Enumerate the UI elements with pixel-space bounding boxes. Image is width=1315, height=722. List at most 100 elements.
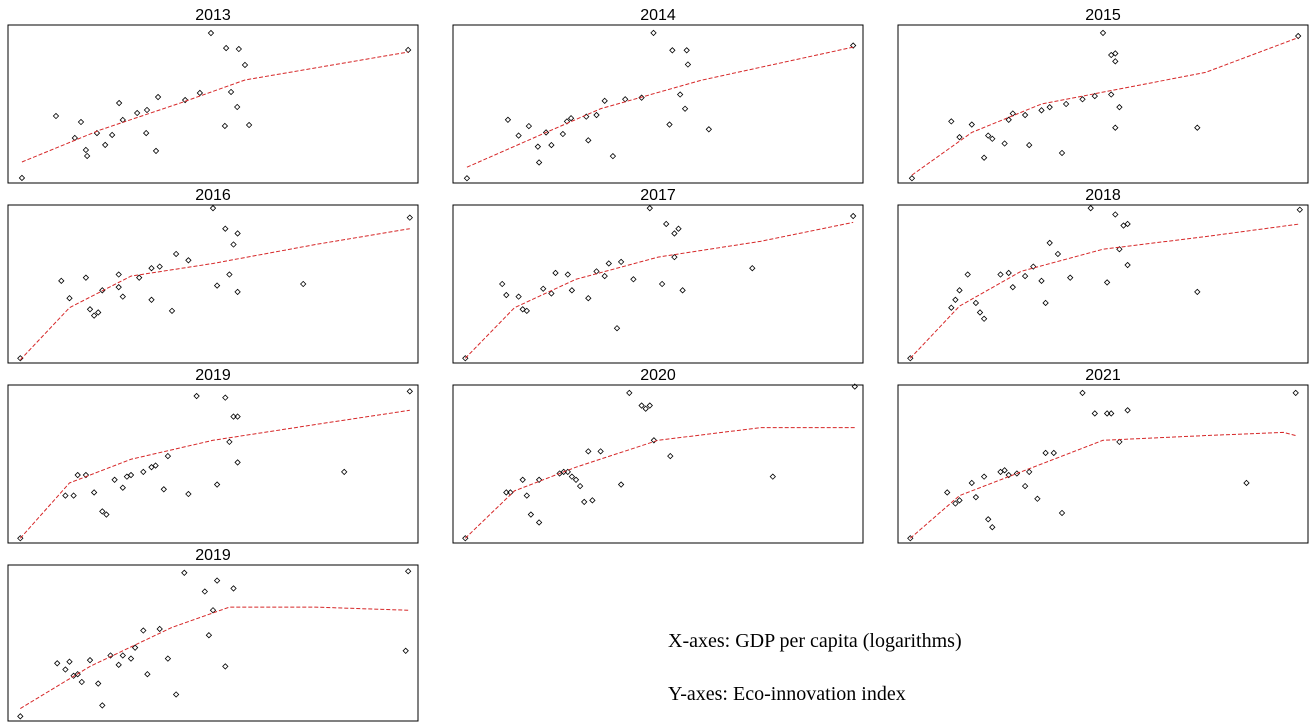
fit-line: [464, 427, 855, 539]
point: [404, 46, 412, 54]
point: [681, 105, 689, 112]
point: [1091, 410, 1098, 417]
point: [172, 250, 180, 258]
panel-title: 2020: [640, 367, 676, 384]
point: [1103, 410, 1111, 417]
point: [193, 392, 200, 400]
point: [133, 109, 141, 117]
point: [851, 383, 858, 390]
point: [209, 204, 217, 212]
point: [1116, 246, 1123, 253]
point: [583, 113, 590, 120]
point: [638, 94, 645, 101]
point: [235, 45, 242, 53]
point: [1001, 140, 1008, 147]
point: [77, 118, 85, 126]
point: [207, 29, 215, 37]
point: [143, 106, 151, 114]
point: [82, 146, 90, 154]
point: [684, 61, 692, 68]
point: [576, 482, 584, 490]
point: [86, 306, 94, 313]
point: [1026, 141, 1033, 149]
panel-title: 2013: [195, 7, 231, 24]
point: [646, 204, 653, 212]
point: [152, 147, 160, 155]
point: [140, 627, 147, 634]
point: [504, 116, 512, 123]
panel-title: 2019: [195, 547, 231, 564]
point: [58, 277, 65, 285]
point: [222, 44, 230, 52]
point: [972, 494, 980, 501]
panel-title: 2019: [195, 367, 231, 384]
fit-line: [909, 431, 1296, 539]
point: [980, 154, 988, 161]
point: [658, 280, 666, 288]
point: [406, 388, 413, 395]
point: [86, 656, 94, 664]
point: [462, 535, 469, 542]
point: [849, 212, 857, 220]
point: [675, 225, 682, 232]
panel-title: 2015: [1085, 7, 1121, 24]
point: [523, 492, 530, 499]
point: [585, 448, 592, 455]
point: [1021, 482, 1029, 490]
point: [1292, 389, 1299, 397]
point: [515, 293, 522, 300]
point: [115, 661, 122, 669]
point: [222, 225, 229, 232]
point: [985, 516, 992, 523]
point: [1112, 50, 1119, 57]
panel-title: 2021: [1085, 367, 1121, 384]
point: [127, 471, 135, 479]
point: [1243, 479, 1250, 487]
panel-frame: [7, 24, 419, 184]
point: [127, 655, 135, 662]
point: [111, 476, 118, 483]
point: [563, 118, 571, 125]
point: [1005, 269, 1012, 277]
panel-frame: [897, 384, 1309, 544]
point: [108, 131, 116, 139]
fit-line: [909, 223, 1300, 359]
fit-line: [19, 409, 410, 539]
point: [1108, 91, 1115, 98]
point: [168, 307, 176, 315]
point: [559, 130, 567, 138]
point: [542, 129, 550, 136]
point: [196, 89, 204, 97]
point: [626, 389, 633, 397]
point: [948, 118, 955, 125]
point: [519, 476, 526, 483]
point: [95, 309, 102, 316]
point: [564, 271, 571, 278]
point: [164, 452, 172, 460]
point: [503, 489, 510, 496]
point: [650, 437, 658, 444]
point: [119, 293, 126, 300]
point: [1034, 495, 1041, 502]
point: [601, 97, 608, 105]
point: [1038, 277, 1045, 285]
point: [230, 585, 237, 592]
fit-line: [19, 228, 410, 361]
point: [1026, 468, 1033, 476]
point: [617, 258, 625, 266]
point: [519, 306, 526, 313]
point: [585, 137, 592, 144]
point: [1030, 263, 1037, 270]
point: [617, 481, 625, 488]
point: [1116, 438, 1123, 446]
fit-line: [464, 221, 854, 359]
point: [221, 122, 229, 130]
point: [1005, 116, 1012, 123]
point: [131, 644, 139, 651]
point: [140, 468, 147, 476]
point: [1194, 124, 1201, 131]
point: [976, 309, 984, 316]
point: [181, 96, 189, 104]
point: [679, 287, 686, 294]
point: [99, 508, 106, 515]
